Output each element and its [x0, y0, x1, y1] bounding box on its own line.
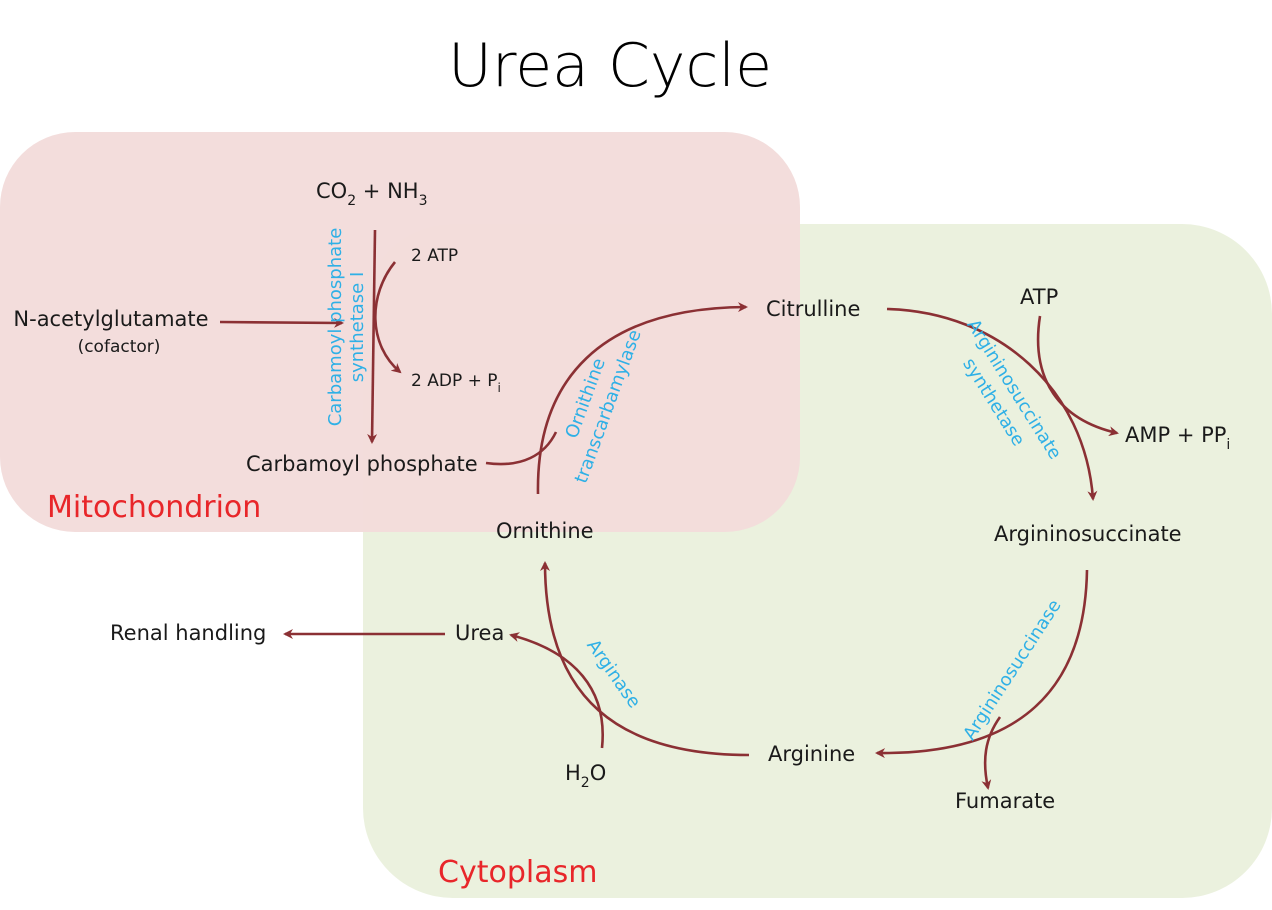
mitochondrion-region — [0, 132, 800, 532]
cofactor-arrow — [219, 317, 344, 328]
ass-arrow — [886, 307, 1098, 501]
water-label: H2O — [565, 761, 606, 791]
svg-text:synthetase I: synthetase I — [347, 272, 368, 383]
urea-label: Urea — [455, 621, 504, 645]
amp-ppi-label: AMP + PPi — [1125, 423, 1230, 453]
otc-arrow — [536, 302, 748, 495]
svg-text:Carbamoyl phosphate: Carbamoyl phosphate — [325, 228, 346, 427]
adp-out-label: 2 ADP + Pi — [411, 371, 501, 395]
renal-handling-label: Renal handling — [110, 621, 266, 645]
fumarate-label: Fumarate — [955, 789, 1055, 813]
arginase-urea-arrow — [509, 632, 604, 749]
nag-label: N-acetylglutamate — [13, 307, 208, 331]
fumarate-arrow — [981, 716, 1002, 790]
atp-label: ATP — [1020, 285, 1058, 309]
mitochondrion-label: Mitochondrion — [47, 490, 261, 525]
asl-arrow — [875, 569, 1089, 759]
cytoplasm-label: Cytoplasm — [438, 855, 597, 890]
cps1-arrow — [367, 229, 378, 444]
atp-in-label: 2 ATP — [411, 246, 458, 266]
citrulline-label: Citrulline — [766, 297, 860, 321]
nag-note-label: (cofactor) — [78, 337, 161, 357]
atp-consumption-arrow — [374, 261, 402, 374]
cps1-enzyme-label: Carbamoyl phosphate synthetase I — [325, 228, 368, 427]
carbamoyl-phosphate-label: Carbamoyl phosphate — [246, 452, 478, 476]
page-title: Urea Cycle — [448, 31, 772, 101]
carbamoyl-join-arrow — [485, 431, 558, 466]
atp-amp-arrow — [1036, 315, 1119, 437]
ornithine-label: Ornithine — [496, 519, 594, 543]
co2-nh3-label: CO2 + NH3 — [316, 179, 428, 209]
argininosuccinate-label: Argininosuccinate — [994, 522, 1182, 546]
arginine-label: Arginine — [768, 742, 855, 766]
